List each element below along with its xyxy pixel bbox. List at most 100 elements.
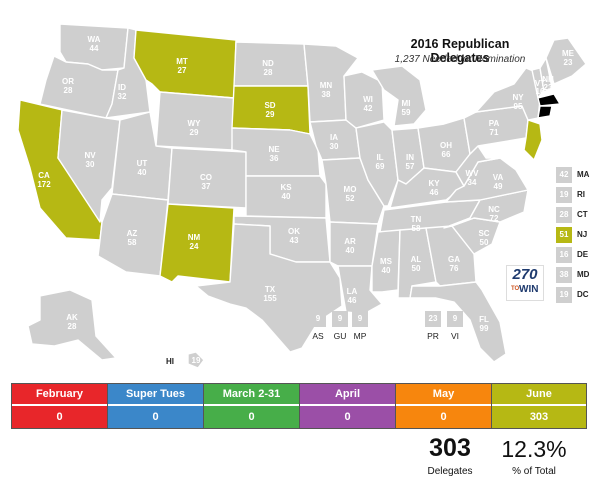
ne-box-RI[interactable]: 19 RI	[556, 187, 596, 203]
state-label-VA: VA	[493, 173, 504, 182]
ne-box-NJ[interactable]: 51 NJ	[556, 227, 596, 243]
state-WV[interactable]	[455, 145, 501, 187]
month-label: June	[492, 384, 586, 404]
territory-box-AS[interactable]: 9	[310, 311, 326, 327]
state-label-CO: CO	[200, 173, 212, 182]
state-label-MI: MI	[402, 99, 411, 108]
state-KS[interactable]	[245, 175, 327, 219]
ne-box-CT[interactable]: 28 CT	[556, 207, 596, 223]
state-FL[interactable]	[409, 281, 507, 363]
state-delegates-MI: 59	[402, 108, 411, 117]
month-column: April 0	[299, 383, 395, 429]
state-delegates-OK: 43	[290, 236, 299, 245]
percent-total-label: % of Total	[512, 466, 556, 477]
state-label-WA: WA	[88, 35, 101, 44]
state-label-ME: ME	[562, 49, 575, 58]
state-IL[interactable]	[355, 121, 399, 207]
state-label-IL: IL	[376, 153, 383, 162]
state-label-MS: MS	[380, 257, 393, 266]
state-label-TN: TN	[411, 215, 422, 224]
state-delegates-WA: 44	[90, 44, 99, 53]
state-delegates-NH: 23	[544, 83, 553, 92]
state-delegates-VA: 49	[494, 182, 503, 191]
month-value: 0	[204, 404, 299, 428]
month-summary-table: February 0 Super Tues 0 March 2-31 0 April 0 May…	[11, 383, 587, 429]
270towin-logo[interactable]: 270 TO WIN	[506, 265, 544, 301]
hi-code-label: HI	[166, 357, 174, 366]
state-NH[interactable]	[539, 57, 553, 93]
state-delegates-IL: 69	[376, 162, 385, 171]
territory-box-PR[interactable]: 23	[425, 311, 441, 327]
month-column: February 0	[11, 383, 107, 429]
state-MA[interactable]	[537, 93, 561, 107]
state-NC[interactable]	[443, 189, 529, 229]
month-label: March 2-31	[204, 384, 299, 404]
territory-code-GU: GU	[333, 331, 347, 341]
map-title: 2016 Republican Delegates	[410, 37, 510, 65]
state-label-WV: WV	[466, 169, 480, 178]
state-delegates-IA: 30	[330, 142, 339, 151]
month-column: June 303	[491, 383, 587, 429]
state-delegates-KY: 46	[430, 188, 439, 197]
percent-total-number: 12.3%	[501, 436, 567, 462]
state-NV[interactable]	[57, 109, 121, 223]
state-HI[interactable]	[187, 351, 205, 369]
state-NJ[interactable]	[523, 119, 543, 161]
month-value: 0	[12, 404, 107, 428]
ne-box-DE[interactable]: 16 DE	[556, 247, 596, 263]
state-AK[interactable]	[27, 289, 117, 361]
month-label: April	[300, 384, 395, 404]
state-delegates-AK: 28	[68, 322, 77, 331]
state-label-LA: LA	[347, 287, 358, 296]
ne-box-MD[interactable]: 38 MD	[556, 267, 596, 283]
state-label-TX: TX	[265, 285, 276, 294]
territory-code-AS: AS	[312, 331, 324, 341]
state-TX[interactable]	[195, 223, 343, 353]
state-delegates-WI: 42	[364, 104, 373, 113]
state-label-ND: ND	[262, 59, 274, 68]
state-delegates-KS: 40	[282, 192, 291, 201]
state-WI[interactable]	[343, 71, 385, 129]
month-column: March 2-31 0	[203, 383, 299, 429]
territory-box-MP[interactable]: 9	[352, 311, 368, 327]
state-delegates-MT: 27	[178, 66, 187, 75]
ne-box-MA[interactable]: 42 MA	[556, 167, 596, 183]
state-label-MT: MT	[176, 57, 188, 66]
state-label-FL: FL	[479, 315, 489, 324]
state-label-CA: CA	[38, 171, 50, 180]
state-label-NV: NV	[84, 151, 96, 160]
state-delegates-WV: 34	[468, 178, 477, 187]
state-delegates-LA: 46	[348, 296, 357, 305]
ne-box-code: DC	[577, 290, 589, 299]
ne-box-delegates: 42	[556, 167, 572, 183]
state-delegates-CO: 37	[202, 182, 211, 191]
logo-number: 270	[512, 266, 538, 283]
us-map: WA44OR28CA172ID32NV30MT27WY29UT40AZ58CO3…	[17, 23, 587, 369]
state-label-MO: MO	[344, 185, 357, 194]
state-delegates-WY: 29	[190, 128, 199, 137]
state-delegates-OH: 66	[442, 150, 451, 159]
territory-box-GU[interactable]: 9	[332, 311, 348, 327]
state-ME[interactable]	[545, 37, 587, 85]
month-value: 0	[108, 404, 203, 428]
ne-box-DC[interactable]: 19 DC	[556, 287, 596, 303]
state-delegates-AZ: 58	[128, 238, 137, 247]
state-delegates-FL: 99	[480, 324, 489, 333]
state-MI[interactable]	[371, 65, 427, 127]
state-label-NC: NC	[488, 205, 500, 214]
total-delegates-number: 303	[429, 434, 471, 462]
territory-box-VI[interactable]: 9	[447, 311, 463, 327]
state-NM[interactable]	[159, 203, 235, 283]
month-column: Super Tues 0	[107, 383, 203, 429]
month-column: May 0	[395, 383, 491, 429]
state-delegates-SC: 50	[480, 238, 489, 247]
state-label-NH: NH	[542, 75, 554, 84]
logo-win: WIN	[519, 284, 539, 295]
territory-code-MP: MP	[353, 331, 367, 341]
state-CT[interactable]	[537, 105, 553, 119]
state-label-AK: AK	[66, 313, 78, 322]
state-label-VT: VT	[535, 79, 545, 88]
state-label-SC: SC	[478, 229, 489, 238]
state-delegates-ND: 28	[264, 68, 273, 77]
state-delegates-TX: 155	[263, 294, 277, 303]
